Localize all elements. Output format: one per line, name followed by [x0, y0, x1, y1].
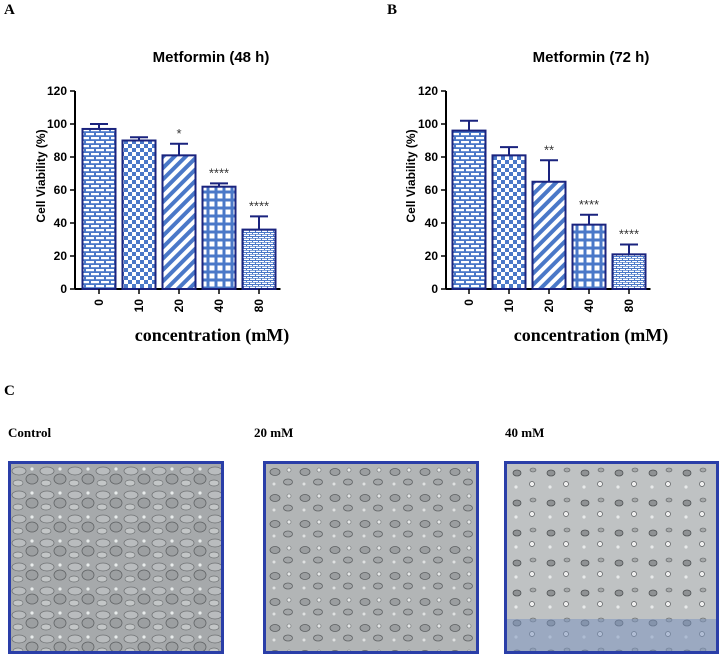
- panel-letter-b: B: [387, 2, 398, 18]
- y-tick-label: 40: [54, 216, 68, 230]
- chart-title: Metformin (72 h): [533, 49, 650, 66]
- microscopy-image-40mm: [504, 461, 719, 654]
- bar-80: [241, 228, 277, 291]
- bar-20: [531, 180, 567, 290]
- bar-10: [121, 139, 157, 290]
- x-tick-label: 0: [462, 299, 476, 306]
- photo-label-40mm: 40 mM: [505, 425, 545, 440]
- significance-label: ****: [579, 197, 599, 212]
- microscopy-image-control: [8, 461, 224, 654]
- x-tick-label: 10: [502, 299, 516, 313]
- significance-label: ****: [209, 165, 229, 180]
- significance-label: **: [544, 142, 554, 157]
- microscopy-image-20mm: [263, 461, 479, 654]
- y-tick-label: 60: [425, 183, 439, 197]
- x-tick-label: 20: [172, 299, 186, 313]
- significance-label: ****: [249, 198, 269, 213]
- bar-10: [491, 154, 527, 290]
- x-tick-label: 40: [212, 299, 226, 313]
- y-tick-label: 120: [418, 84, 438, 98]
- y-tick-label: 0: [60, 282, 67, 296]
- panel-letter-a: A: [4, 2, 15, 18]
- panel-letter-c: C: [4, 383, 15, 399]
- bar-0: [81, 127, 117, 290]
- y-axis-label: Cell Viability (%): [404, 129, 418, 222]
- x-tick-label: 80: [622, 299, 636, 313]
- bar-40: [571, 223, 607, 290]
- x-tick-label: 10: [132, 299, 146, 313]
- bar-0: [451, 129, 487, 290]
- significance-label: ****: [619, 226, 639, 241]
- photo-label-control: Control: [8, 425, 52, 440]
- y-tick-label: 20: [54, 249, 68, 263]
- y-tick-label: 0: [431, 282, 438, 296]
- photo-label-20mm: 20 mM: [254, 425, 294, 440]
- x-axis-label: concentration (mM): [514, 325, 668, 346]
- y-axis-label: Cell Viability (%): [34, 129, 48, 222]
- chart-metformin-72h: Metformin (72 h) Cell Viability (%) conc…: [404, 49, 668, 346]
- y-tick-label: 40: [425, 216, 439, 230]
- bar-20: [161, 154, 197, 290]
- y-tick-label: 80: [54, 150, 68, 164]
- y-tick-label: 100: [47, 117, 67, 131]
- x-tick-label: 80: [252, 299, 266, 313]
- bar-40: [201, 185, 237, 290]
- bar-80: [611, 253, 647, 291]
- y-tick-label: 80: [425, 150, 439, 164]
- y-tick-label: 20: [425, 249, 439, 263]
- chart-metformin-48h: Metformin (48 h) Cell Viability (%) conc…: [34, 49, 289, 346]
- x-tick-label: 20: [542, 299, 556, 313]
- x-axis-label: concentration (mM): [135, 325, 289, 346]
- y-tick-label: 100: [418, 117, 438, 131]
- x-tick-label: 0: [92, 299, 106, 306]
- chart-title: Metformin (48 h): [153, 49, 270, 66]
- y-tick-label: 60: [54, 183, 68, 197]
- x-tick-label: 40: [582, 299, 596, 313]
- significance-label: *: [176, 126, 181, 141]
- y-tick-label: 120: [47, 84, 67, 98]
